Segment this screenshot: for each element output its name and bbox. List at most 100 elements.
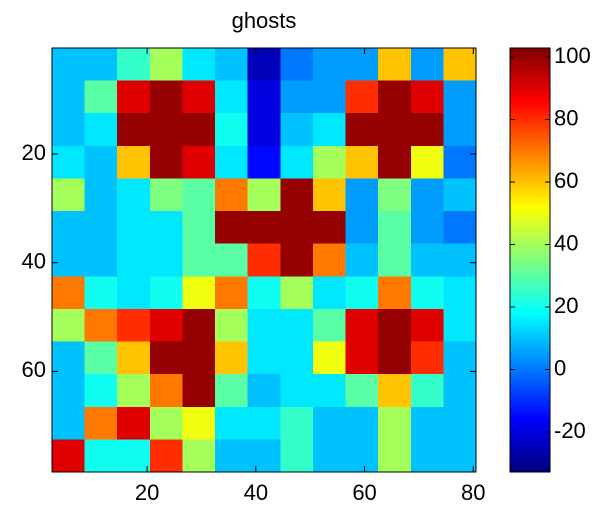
heat-cell <box>443 308 477 343</box>
heat-cell <box>443 406 477 440</box>
heat-cell <box>52 211 86 245</box>
heat-cell <box>247 113 281 147</box>
heat-cell <box>312 308 347 343</box>
heat-cell <box>149 80 183 114</box>
heat-cell <box>84 211 118 245</box>
heat-cell <box>443 341 477 375</box>
heat-cell <box>52 341 86 375</box>
heat-cell <box>280 178 314 212</box>
heat-cell <box>378 341 412 375</box>
heat-cell <box>182 113 216 147</box>
heat-cell <box>149 439 183 473</box>
heat-cell <box>182 374 216 408</box>
heat-cell <box>410 243 444 277</box>
heat-cell <box>443 276 477 310</box>
heat-cell <box>52 80 86 114</box>
heat-cell <box>182 145 216 179</box>
heat-cell <box>378 243 412 277</box>
heat-cell <box>378 178 412 212</box>
heat-cell <box>345 243 379 277</box>
heat-cell <box>378 406 412 440</box>
heat-cell <box>345 113 379 147</box>
heat-cell <box>52 308 86 343</box>
x-tick-label: 40 <box>244 480 268 505</box>
heat-cell <box>215 439 249 473</box>
heat-cell <box>149 341 183 375</box>
heat-cell <box>117 178 151 212</box>
heat-cell <box>312 374 347 408</box>
heat-cell <box>182 178 216 212</box>
heat-cell <box>182 80 216 114</box>
heat-cell <box>378 276 412 310</box>
heat-cell <box>247 406 281 440</box>
heat-cell <box>345 211 379 245</box>
heat-cell <box>117 341 151 375</box>
heat-cell <box>345 276 379 310</box>
heat-cell <box>410 308 444 343</box>
heat-cell <box>378 374 412 408</box>
heat-cell <box>149 243 183 277</box>
colorbar-tick-label: 60 <box>554 168 578 193</box>
heat-cell <box>117 243 151 277</box>
heat-cell <box>443 145 477 179</box>
heat-cell <box>149 48 183 82</box>
heat-cell <box>378 80 412 114</box>
heat-cell <box>149 308 183 343</box>
x-tick-label: 80 <box>461 480 485 505</box>
heat-cell <box>84 439 118 473</box>
heat-cell <box>215 113 249 147</box>
heat-cell <box>215 145 249 179</box>
heat-cell <box>280 211 314 245</box>
heat-cell <box>280 243 314 277</box>
heat-cell <box>117 113 151 147</box>
heat-cell <box>410 178 444 212</box>
heat-cell <box>345 439 379 473</box>
heat-cell <box>312 113 347 147</box>
heat-cell <box>312 145 347 179</box>
heat-cell <box>280 406 314 440</box>
heat-cell <box>84 406 118 440</box>
heat-cell <box>312 406 347 440</box>
heat-cell <box>247 243 281 277</box>
heat-cell <box>149 374 183 408</box>
x-tick-label: 60 <box>352 480 376 505</box>
heat-cell <box>443 178 477 212</box>
heat-cell <box>84 374 118 408</box>
heat-cell <box>84 276 118 310</box>
heat-cell <box>182 439 216 473</box>
heat-cell <box>280 308 314 343</box>
heat-cell <box>52 439 86 473</box>
heat-cell <box>443 80 477 114</box>
heat-cell <box>378 439 412 473</box>
heat-cell <box>182 406 216 440</box>
heat-cell <box>378 211 412 245</box>
heat-cell <box>247 374 281 408</box>
heat-cell <box>182 211 216 245</box>
heat-cell <box>312 439 347 473</box>
heat-cell <box>280 439 314 473</box>
y-tick-label: 40 <box>22 249 46 274</box>
heat-cell <box>84 308 118 343</box>
heat-cell <box>117 374 151 408</box>
heat-cell <box>52 145 86 179</box>
heat-cell <box>312 80 347 114</box>
heat-cell <box>312 341 347 375</box>
heat-cell <box>345 178 379 212</box>
heat-cell <box>378 48 412 82</box>
plot-frame <box>51 47 477 473</box>
colorbar-tick-label: 0 <box>554 355 566 380</box>
heat-cell <box>215 243 249 277</box>
heat-cell <box>410 145 444 179</box>
heat-cell <box>52 406 86 440</box>
heat-cell <box>410 80 444 114</box>
heat-cell <box>345 374 379 408</box>
heat-cell <box>84 113 118 147</box>
heat-cell <box>215 308 249 343</box>
heat-cell <box>410 374 444 408</box>
heat-cell <box>378 113 412 147</box>
heat-cell <box>345 341 379 375</box>
heat-cell <box>247 308 281 343</box>
heat-cell <box>247 145 281 179</box>
heat-cell <box>117 406 151 440</box>
heat-cell <box>149 406 183 440</box>
